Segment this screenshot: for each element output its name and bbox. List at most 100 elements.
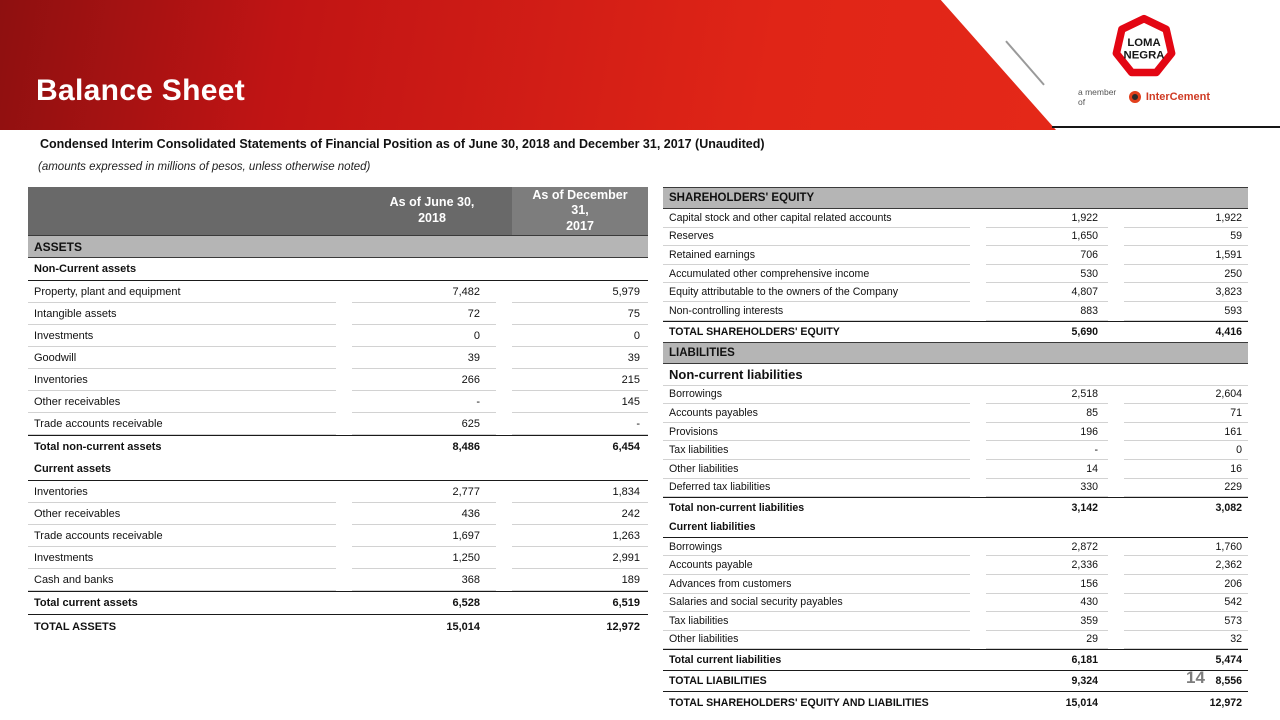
row-value-dec-2017: 32: [1124, 631, 1248, 650]
row-value-jun-2018: [986, 343, 1108, 363]
equity-liabilities-table: SHAREHOLDERS' EQUITY Capital stock and ot…: [663, 187, 1248, 714]
table-row: Other liabilities 14 16: [663, 460, 1248, 479]
row-label: Inventories: [28, 369, 336, 391]
intercement-brand: InterCement: [1145, 91, 1210, 103]
row-value-jun-2018: 2,872: [986, 538, 1108, 557]
row-value-jun-2018: 4,807: [986, 283, 1108, 302]
table-row: Borrowings 2,872 1,760: [663, 538, 1248, 557]
row-label: Non-current liabilities: [669, 366, 803, 382]
table-corner: [28, 187, 352, 235]
row-value-dec-2017: 145: [512, 391, 648, 413]
table-row: Provisions 196 161: [663, 423, 1248, 442]
row-label: Other liabilities: [663, 631, 970, 650]
row-value-jun-2018: 2,518: [986, 386, 1108, 405]
row-label: Retained earnings: [663, 246, 970, 265]
row-value-dec-2017: 2,991: [512, 547, 648, 569]
table-row: Non-current liabilities: [663, 364, 1248, 386]
row-value-jun-2018: 7,482: [352, 281, 496, 303]
loma-negra-emblem-icon: LOMA NEGRA: [1112, 14, 1176, 77]
row-value-jun-2018: 6,181: [1071, 654, 1098, 667]
row-label: Trade accounts receivable: [28, 525, 336, 547]
row-value-dec-2017: 6,454: [612, 441, 640, 453]
row-value-dec-2017: 12,972: [1209, 697, 1242, 710]
table-row: Other receivables 436 242: [28, 503, 648, 525]
row-value-dec-2017: 3,082: [1215, 502, 1242, 515]
row-label: Tax liabilities: [663, 441, 970, 460]
row-value-jun-2018: 883: [986, 302, 1108, 321]
row-label: Accumulated other comprehensive income: [663, 265, 970, 284]
table-row: Goodwill 39 39: [28, 347, 648, 369]
table-row: Accounts payable 2,336 2,362: [663, 556, 1248, 575]
table-row: Other receivables -145: [28, 391, 648, 413]
statement-subtitle: Condensed Interim Consolidated Statement…: [40, 137, 765, 151]
row-label: Borrowings: [663, 538, 970, 557]
row-value-jun-2018: 3,142: [1071, 502, 1098, 515]
banner: Balance Sheet LOMA NEGRA a member of Int…: [0, 0, 1280, 130]
row-value-jun-2018: 0: [352, 325, 496, 347]
row-value-dec-2017: 8,556: [1215, 675, 1242, 688]
row-value-jun-2018: 436: [352, 503, 496, 525]
row-value-jun-2018: 14: [986, 460, 1108, 479]
row-value-jun-2018: [352, 258, 496, 280]
row-value-jun-2018: 1,922: [986, 209, 1108, 228]
row-value-jun-2018: [352, 458, 496, 480]
table-row: Accounts payables 85 71: [663, 404, 1248, 423]
row-label: Provisions: [663, 423, 970, 442]
row-value-dec-2017: 16: [1124, 460, 1248, 479]
row-label: TOTAL SHAREHOLDERS' EQUITY AND LIABILITI…: [669, 697, 929, 710]
row-label: TOTAL ASSETS: [34, 621, 117, 633]
loma-negra-logo: LOMA NEGRA a member of InterCement: [1078, 13, 1210, 107]
member-of-label: a member of: [1078, 87, 1117, 107]
table-row: SHAREHOLDERS' EQUITY: [663, 187, 1248, 209]
table-row: Deferred tax liabilities 330 229: [663, 479, 1248, 498]
row-value-jun-2018: 1,250: [352, 547, 496, 569]
row-value-dec-2017: 189: [512, 569, 648, 591]
row-value-jun-2018: 15,014: [446, 621, 480, 633]
row-value-jun-2018: 706: [986, 246, 1108, 265]
equity-liabilities-rows: SHAREHOLDERS' EQUITY Capital stock and ot…: [663, 187, 1248, 714]
row-value-dec-2017: 215: [512, 369, 648, 391]
row-value-dec-2017: 1,922: [1124, 209, 1248, 228]
row-label: Inventories: [28, 481, 336, 503]
row-value-dec-2017: [1124, 343, 1248, 363]
page-number: 14: [1186, 668, 1205, 687]
table-row: Retained earnings 706 1,591: [663, 246, 1248, 265]
row-value-jun-2018: 15,014: [1065, 697, 1098, 710]
row-value-dec-2017: 71: [1124, 404, 1248, 423]
amounts-note: (amounts expressed in millions of pesos,…: [38, 161, 371, 173]
row-value-dec-2017: 161: [1124, 423, 1248, 442]
row-value-dec-2017: [1124, 364, 1248, 385]
row-value-dec-2017: 242: [512, 503, 648, 525]
table-row: Cash and banks 368 189: [28, 569, 648, 591]
table-row: Investments 1,250 2,991: [28, 547, 648, 569]
row-value-dec-2017: 2,604: [1124, 386, 1248, 405]
row-value-dec-2017: 0: [1124, 441, 1248, 460]
table-row: Reserves 1,650 59: [663, 228, 1248, 247]
row-label: Intangible assets: [28, 303, 336, 325]
row-label: Tax liabilities: [663, 612, 970, 631]
row-value-dec-2017: 6,519: [612, 597, 640, 609]
table-row: Non-controlling interests 883 593: [663, 302, 1248, 321]
row-value-dec-2017: 75: [512, 303, 648, 325]
row-value-dec-2017: 39: [512, 347, 648, 369]
table-row: Capital stock and other capital related …: [663, 209, 1248, 228]
table-row: Investments 0 0: [28, 325, 648, 347]
row-label: Investments: [28, 547, 336, 569]
row-label: Goodwill: [28, 347, 336, 369]
row-label: Total non-current liabilities: [669, 502, 805, 515]
row-label: Salaries and social security payables: [663, 594, 970, 613]
column-header-dec-2017: As of December 31, 2017: [512, 187, 648, 235]
row-value-jun-2018: 430: [986, 594, 1108, 613]
row-value-dec-2017: 3,823: [1124, 283, 1248, 302]
table-row: Salaries and social security payables 430…: [663, 594, 1248, 613]
row-label: Borrowings: [663, 386, 970, 405]
table-row: TOTAL ASSETS 15,014 12,972: [28, 614, 648, 639]
table-row: Current assets: [28, 458, 648, 481]
assets-table-header: As of June 30, 2018 As of December 31, 2…: [28, 187, 648, 235]
table-row: Inventories 266 215: [28, 369, 648, 391]
assets-rows: Non-Current assets Property, plant and eq…: [28, 258, 648, 639]
row-value-jun-2018: 39: [352, 347, 496, 369]
row-value-jun-2018: 368: [352, 569, 496, 591]
row-label: Other receivables: [28, 391, 336, 413]
banner-diagonal-accent: [1005, 40, 1045, 86]
